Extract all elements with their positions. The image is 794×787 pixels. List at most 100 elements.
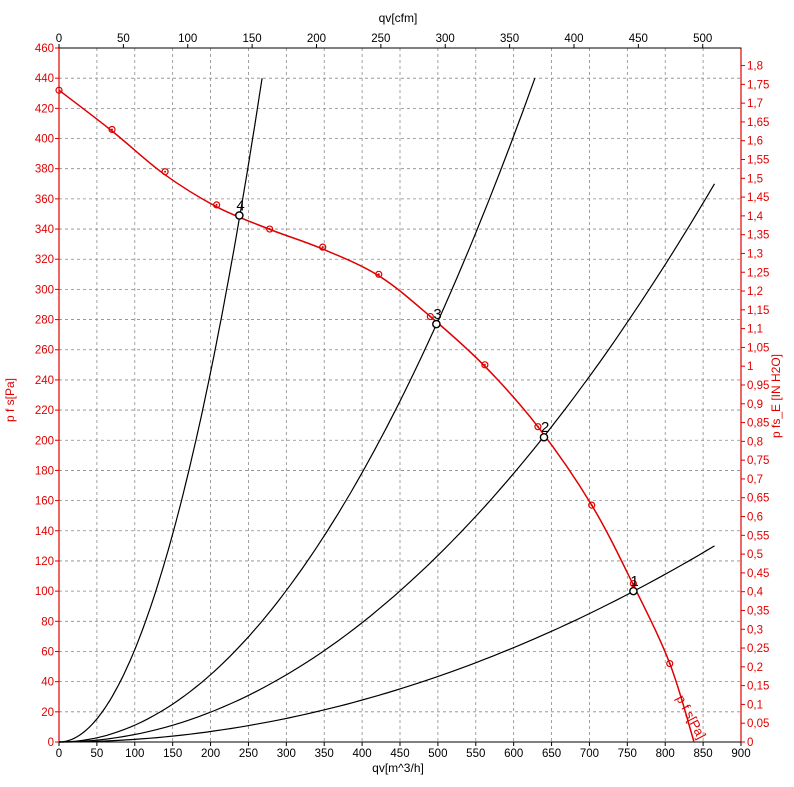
top-tick-label: 250: [371, 33, 390, 45]
right-tick-label: 0,1: [747, 699, 763, 711]
bottom-tick-label: 500: [428, 748, 447, 760]
right-tick-label: 0,9: [747, 399, 763, 411]
bottom-tick-label: 350: [315, 748, 334, 760]
left-tick-label: 20: [41, 707, 54, 719]
left-tick-label: 80: [41, 616, 54, 628]
left-tick-label: 100: [35, 586, 54, 598]
left-tick-label: 160: [35, 496, 54, 508]
operating-point-1: [629, 586, 638, 596]
right-tick-label: 0,45: [747, 568, 769, 580]
left-tick-label: 140: [35, 526, 54, 538]
right-tick-label: 1,65: [747, 117, 769, 129]
top-tick-label: 450: [629, 33, 648, 45]
left-tick-label: 60: [41, 646, 54, 658]
operating-points: 1 2 3 4: [235, 197, 639, 596]
bottom-tick-label: 450: [390, 748, 409, 760]
right-tick-label: 1,2: [747, 286, 763, 298]
fan-curve-marker-dot: [632, 582, 635, 585]
fan-curve-marker: [588, 501, 596, 509]
system-curve-1: [59, 545, 715, 743]
fan-curve-marker: [213, 201, 221, 209]
top-tick-label: 300: [436, 33, 455, 45]
x-axis-title-top: qv[cfm]: [379, 11, 418, 25]
system-curve-4: [58, 78, 263, 743]
left-tick-label: 280: [35, 315, 54, 327]
operating-point-2: [539, 432, 549, 442]
right-tick-label: 0,65: [747, 493, 769, 505]
left-tick-label: 40: [41, 677, 54, 689]
top-tick-label: 200: [307, 33, 326, 45]
bottom-tick-label: 750: [618, 748, 637, 760]
fan-curve-marker-dot: [215, 203, 218, 206]
operating-point-3: [432, 319, 441, 329]
left-tick-label: 420: [35, 103, 54, 115]
right-tick-label: 1,45: [747, 192, 769, 204]
right-tick-label: 1,55: [747, 155, 769, 167]
fan-curve-group: [55, 86, 695, 743]
fan-curve-marker: [426, 312, 434, 321]
operating-point-label: 4: [236, 197, 244, 214]
bottom-tick-label: 800: [656, 748, 675, 760]
fan-curve-marker-dot: [377, 273, 380, 276]
bottom-tick-label: 600: [504, 748, 523, 760]
right-tick-label: 1,8: [747, 61, 763, 73]
right-tick-label: 0,7: [747, 474, 763, 486]
bottom-tick-label: 700: [580, 748, 599, 760]
left-tick-label: 360: [35, 194, 54, 206]
right-tick-label: 1: [747, 361, 753, 373]
fan-curve-marker-dot: [429, 315, 432, 318]
fan-curve-marker-dot: [668, 662, 671, 665]
bottom-tick-label: 900: [731, 748, 750, 760]
right-tick-label: 1,5: [747, 173, 763, 185]
left-tick-label: 440: [35, 73, 54, 85]
right-tick-label: 1,05: [747, 342, 769, 354]
right-tick-label: 0,95: [747, 380, 769, 392]
fan-curve-marker-dot: [111, 128, 114, 131]
fan-curve-marker-dot: [321, 246, 324, 249]
right-tick-label: 0,4: [747, 587, 764, 599]
operating-point-label: 2: [541, 419, 549, 436]
fan-curve-marker-dot: [268, 228, 271, 231]
top-tick-label: 150: [243, 33, 262, 45]
left-tick-label: 300: [35, 284, 54, 296]
fan-curve-marker: [319, 243, 327, 251]
left-tick-label: 180: [35, 465, 54, 477]
right-tick-label: 1,4: [747, 211, 764, 223]
right-tick-label: 1,3: [747, 248, 763, 260]
right-tick-label: 0,2: [747, 662, 763, 674]
system-curve-3: [58, 77, 536, 743]
system-curves: [58, 77, 716, 743]
operating-point-label: 3: [433, 306, 441, 323]
left-tick-label: 460: [35, 43, 54, 55]
fan-curve-marker: [55, 86, 63, 94]
right-tick-label: 0: [747, 737, 753, 749]
fan-curve-marker-dot: [483, 363, 486, 366]
bottom-tick-label: 150: [163, 748, 182, 760]
fan-curve-marker-dot: [164, 170, 167, 173]
left-tick-label: 320: [35, 254, 54, 266]
right-tick-label: 0,85: [747, 418, 769, 430]
right-tick-label: 0,35: [747, 605, 769, 617]
top-tick-label: 0: [56, 33, 62, 45]
right-tick-label: 0,15: [747, 681, 769, 693]
bottom-tick-label: 650: [542, 748, 561, 760]
right-tick-label: 1,1: [747, 324, 763, 336]
right-tick-label: 0,5: [747, 549, 763, 561]
bottom-tick-label: 300: [277, 748, 296, 760]
right-tick-label: 1,75: [747, 79, 769, 91]
right-tick-label: 0,05: [747, 718, 769, 730]
bottom-tick-label: 200: [201, 748, 220, 760]
grid: [59, 48, 741, 742]
right-tick-label: 1,7: [747, 98, 763, 110]
right-tick-label: 0,55: [747, 530, 769, 542]
system-curve-2: [58, 183, 716, 743]
bottom-tick-label: 550: [466, 748, 485, 760]
left-tick-label: 380: [35, 164, 54, 176]
fan-curve-marker: [108, 125, 116, 134]
bottom-tick-label: 100: [125, 748, 144, 760]
top-tick-label: 50: [117, 33, 130, 45]
fan-curve-marker-dot: [590, 504, 593, 507]
fan-curve-marker: [161, 168, 169, 176]
right-tick-label: 0,8: [747, 436, 763, 448]
operating-point-4: [235, 211, 244, 220]
